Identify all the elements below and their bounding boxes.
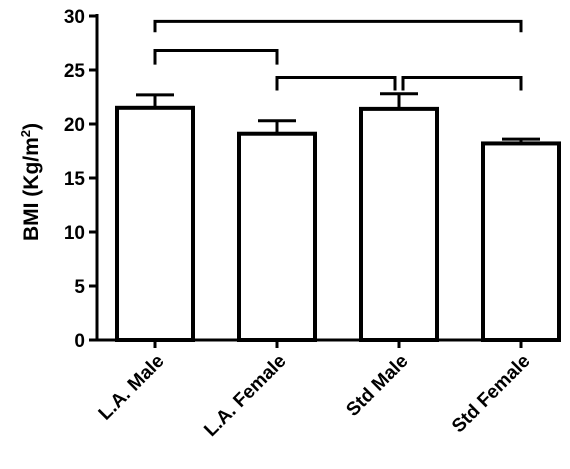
y-axis: 0 5 10 15 20 25 30: [64, 7, 99, 352]
bar: [481, 141, 561, 342]
y-tick-label: 20: [64, 115, 85, 136]
comparison-bracket: [153, 49, 279, 65]
y-tick-label: 30: [64, 7, 85, 28]
y-tick-label: 25: [64, 61, 86, 82]
y-tick-label: 15: [64, 169, 86, 190]
y-axis-title: BMI (Kg/m2): [18, 123, 43, 241]
y-axis-title-sup: 2: [18, 130, 33, 137]
bars: [115, 105, 561, 342]
error-bars: [136, 92, 540, 144]
comparison-bracket: [275, 76, 397, 91]
category-label: L.A. Male: [95, 351, 169, 425]
y-tick-label: 0: [74, 331, 85, 352]
category-label: L.A. Female: [200, 351, 290, 441]
category-label: Std Female: [448, 351, 535, 438]
bar: [359, 106, 439, 342]
bar: [115, 105, 195, 342]
comparison-bracket: [401, 76, 523, 91]
y-axis-title-end: ): [20, 123, 43, 130]
bar: [237, 131, 317, 342]
y-axis-title-main: BMI (Kg/m: [20, 137, 43, 241]
x-axis: [97, 338, 560, 348]
category-labels: L.A. Male L.A. Female Std Male Std Female: [95, 351, 535, 441]
category-label: Std Male: [342, 351, 412, 421]
y-tick-label: 5: [74, 277, 85, 298]
comparison-brackets: [153, 19, 523, 91]
comparison-bracket: [153, 19, 523, 33]
y-tick-label: 10: [64, 223, 85, 244]
